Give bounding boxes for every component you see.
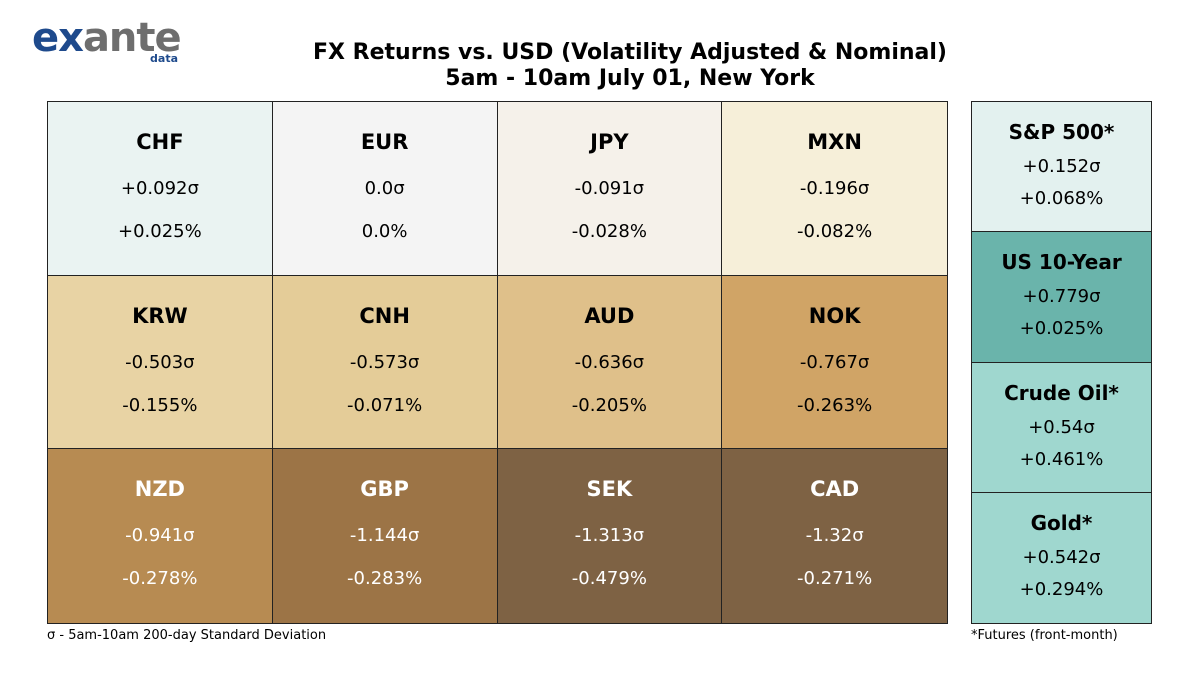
asset-us-10-year-cell: US 10-Year +0.779σ +0.025% [972,232,1151,363]
fx-cnh-label: CNH [359,303,410,328]
fx-nzd-pct-value: -0.278% [122,568,198,590]
fx-chf-label: CHF [136,130,184,154]
fx-mxn-sigma-value: -0.196σ [799,178,870,199]
fx-cad-cell: CAD -1.32σ -0.271% [722,449,947,623]
asset-crude-oil-pct-value: +0.461% [1019,448,1104,470]
fx-jpy-cell: JPY -0.091σ -0.028% [497,102,723,276]
footnote-sigma: σ - 5am-10am 200-day Standard Deviation [47,628,327,643]
fx-jpy-sigma-value: -0.091σ [574,178,645,199]
fx-nzd-cell: NZD -0.941σ -0.278% [48,449,273,623]
logo-subtext: data [150,52,178,65]
fx-cad-sigma-value: -1.32σ [805,525,864,547]
asset-crude-oil-sigma-value: +0.54σ [1028,416,1095,438]
fx-eur-pct-value: 0.0% [361,221,408,242]
fx-gbp-cell: GBP -1.144σ -0.283% [272,449,498,623]
fx-krw-pct-value: -0.155% [122,394,198,416]
fx-cad-pct-value: -0.271% [797,568,873,590]
fx-mxn-cell: MXN -0.196σ -0.082% [722,102,947,276]
fx-sek-pct-value: -0.479% [571,568,647,590]
fx-aud-sigma-value: -0.636σ [574,351,645,373]
asset-gold-cell: Gold* +0.542σ +0.294% [972,492,1151,623]
fx-heatmap-grid: CHF +0.092σ +0.025% EUR 0.0σ 0.0% JPY -0.091σ -0… [47,101,948,624]
fx-mxn-pct-value: -0.082% [797,221,873,242]
fx-krw-sigma-value: -0.503σ [125,351,195,373]
fx-chf-sigma-value: +0.092σ [120,178,199,199]
asset-gold-pct-value: +0.294% [1019,578,1104,600]
fx-gbp-label: GBP [360,477,409,502]
fx-gbp-pct-value: -0.283% [347,568,423,590]
fx-chf-pct-value: +0.025% [118,221,202,242]
chart-title: FX Returns vs. USD (Volatility Adjusted … [313,40,947,65]
asset-us-10-year-pct-value: +0.025% [1019,318,1104,340]
fx-eur-sigma-value: 0.0σ [364,178,405,199]
fx-sek-cell: SEK -1.313σ -0.479% [497,449,723,623]
fx-cnh-pct-value: -0.071% [347,394,423,416]
asset-crude-oil-label: Crude Oil* [1004,380,1119,405]
fx-aud-cell: AUD -0.636σ -0.205% [497,275,723,450]
asset-gold-label: Gold* [1030,510,1093,535]
fx-sek-sigma-value: -1.313σ [574,525,645,547]
fx-cnh-cell: CNH -0.573σ -0.071% [272,275,498,450]
asset-s-p-500-pct-value: +0.068% [1019,188,1104,209]
fx-nok-pct-value: -0.263% [797,394,873,416]
fx-krw-cell: KRW -0.503σ -0.155% [48,275,273,450]
asset-crude-oil-cell: Crude Oil* +0.54σ +0.461% [972,362,1151,493]
fx-nok-label: NOK [808,303,861,328]
footnote-futures: *Futures (front-month) [971,628,1118,643]
chart-subtitle: 5am - 10am July 01, New York [445,66,815,91]
fx-cad-label: CAD [810,477,860,502]
asset-gold-sigma-value: +0.542σ [1022,546,1101,568]
fx-sek-label: SEK [586,477,633,502]
asset-s-p-500-label: S&P 500* [1008,120,1115,144]
fx-nok-sigma-value: -0.767σ [799,351,870,373]
fx-eur-label: EUR [360,130,409,154]
fx-aud-pct-value: -0.205% [571,394,647,416]
fx-gbp-sigma-value: -1.144σ [349,525,420,547]
fx-cnh-sigma-value: -0.573σ [349,351,420,373]
asset-us-10-year-sigma-value: +0.779σ [1022,286,1101,308]
asset-heatmap-column: S&P 500* +0.152σ +0.068% US 10-Year +0.779σ +… [971,101,1152,624]
asset-us-10-year-label: US 10-Year [1001,250,1122,275]
logo-wordmark: exante [32,15,182,61]
fx-jpy-label: JPY [590,130,629,154]
asset-s-p-500-cell: S&P 500* +0.152σ +0.068% [972,102,1151,233]
fx-krw-label: KRW [132,303,188,328]
fx-chf-cell: CHF +0.092σ +0.025% [48,102,273,276]
fx-aud-label: AUD [584,303,635,328]
fx-jpy-pct-value: -0.028% [571,221,647,242]
fx-mxn-label: MXN [807,130,862,154]
exante-logo: exante data [32,14,182,70]
asset-s-p-500-sigma-value: +0.152σ [1022,156,1101,177]
fx-nok-cell: NOK -0.767σ -0.263% [722,275,947,450]
fx-nzd-label: NZD [134,477,185,502]
fx-nzd-sigma-value: -0.941σ [125,525,195,547]
fx-eur-cell: EUR 0.0σ 0.0% [272,102,498,276]
